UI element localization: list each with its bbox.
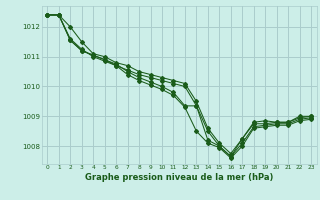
X-axis label: Graphe pression niveau de la mer (hPa): Graphe pression niveau de la mer (hPa) bbox=[85, 173, 273, 182]
